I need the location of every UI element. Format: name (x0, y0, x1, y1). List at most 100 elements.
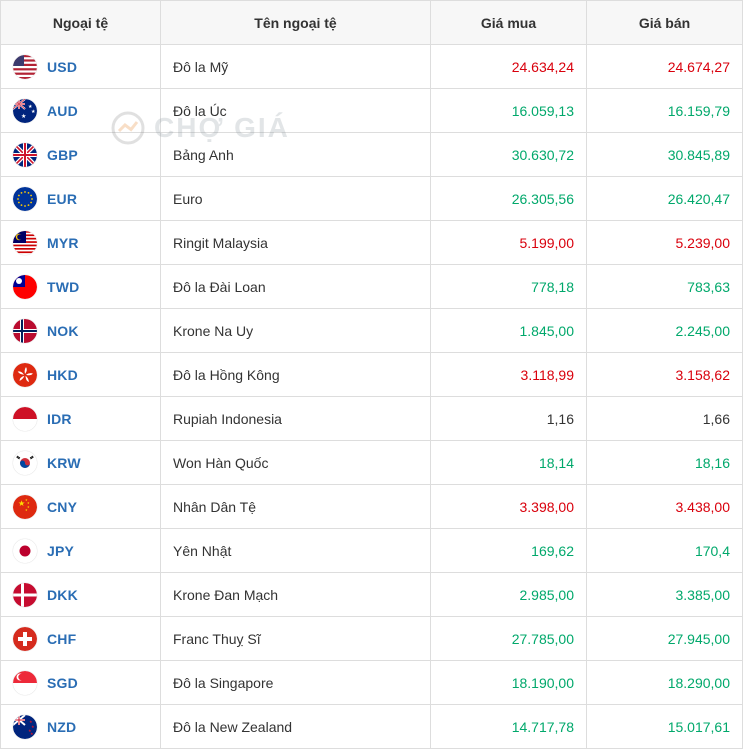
buy-price: 30.630,72 (431, 133, 587, 177)
table-row: KRWWon Hàn Quốc18,1418,16 (1, 441, 743, 485)
currency-code: AUD (47, 103, 78, 119)
currency-cell[interactable]: CHF (1, 617, 161, 661)
currency-cell[interactable]: USD (1, 45, 161, 89)
sell-price: 3.385,00 (587, 573, 743, 617)
table-header-row: Ngoại tệ Tên ngoại tệ Giá mua Giá bán (1, 1, 743, 45)
buy-price: 18.190,00 (431, 661, 587, 705)
currency-name: Nhân Dân Tệ (161, 485, 431, 529)
flag-tw-icon (13, 275, 37, 299)
table-row: EUR Euro26.305,5626.420,47 (1, 177, 743, 221)
table-row: IDR Rupiah Indonesia1,161,66 (1, 397, 743, 441)
buy-price: 26.305,56 (431, 177, 587, 221)
currency-name: Đô la Hồng Kông (161, 353, 431, 397)
header-buy: Giá mua (431, 1, 587, 45)
currency-cell[interactable]: GBP (1, 133, 161, 177)
currency-name: Đô la Đài Loan (161, 265, 431, 309)
sell-price: 18,16 (587, 441, 743, 485)
table-row: GBP Bảng Anh30.630,7230.845,89 (1, 133, 743, 177)
currency-code: CHF (47, 631, 76, 647)
currency-cell[interactable]: SGD (1, 661, 161, 705)
currency-cell[interactable]: HKD (1, 353, 161, 397)
table-row: HKDĐô la Hồng Kông3.118,993.158,62 (1, 353, 743, 397)
buy-price: 27.785,00 (431, 617, 587, 661)
sell-price: 3.438,00 (587, 485, 743, 529)
sell-price: 18.290,00 (587, 661, 743, 705)
buy-price: 169,62 (431, 529, 587, 573)
currency-code: CNY (47, 499, 77, 515)
table-row: CHF Franc Thuỵ Sĩ27.785,0027.945,00 (1, 617, 743, 661)
header-name: Tên ngoại tệ (161, 1, 431, 45)
currency-code: GBP (47, 147, 78, 163)
currency-code: EUR (47, 191, 77, 207)
currency-name: Rupiah Indonesia (161, 397, 431, 441)
currency-cell[interactable]: KRW (1, 441, 161, 485)
sell-price: 3.158,62 (587, 353, 743, 397)
buy-price: 18,14 (431, 441, 587, 485)
header-code: Ngoại tệ (1, 1, 161, 45)
flag-dk-icon (13, 583, 37, 607)
currency-code: JPY (47, 543, 74, 559)
sell-price: 16.159,79 (587, 89, 743, 133)
sell-price: 27.945,00 (587, 617, 743, 661)
buy-price: 1.845,00 (431, 309, 587, 353)
currency-name: Bảng Anh (161, 133, 431, 177)
svg-text:★: ★ (30, 731, 34, 736)
table-row: USDĐô la Mỹ24.634,2424.674,27 (1, 45, 743, 89)
buy-price: 24.634,24 (431, 45, 587, 89)
sell-price: 1,66 (587, 397, 743, 441)
currency-cell[interactable]: ★★★ AUD (1, 89, 161, 133)
currency-cell[interactable]: NOK (1, 309, 161, 353)
flag-au-icon: ★★★ (13, 99, 37, 123)
sell-price: 783,63 (587, 265, 743, 309)
currency-cell[interactable]: EUR (1, 177, 161, 221)
buy-price: 1,16 (431, 397, 587, 441)
exchange-rate-table: Ngoại tệ Tên ngoại tệ Giá mua Giá bán US… (0, 0, 743, 749)
currency-cell[interactable]: MYR (1, 221, 161, 265)
flag-no-icon (13, 319, 37, 343)
flag-ch-icon (13, 627, 37, 651)
currency-cell[interactable]: ★★★★NZD (1, 705, 161, 749)
flag-nz-icon: ★★★★ (13, 715, 37, 739)
table-row: ★★★★NZDĐô la New Zealand14.717,7815.017,… (1, 705, 743, 749)
currency-code: IDR (47, 411, 72, 427)
buy-price: 5.199,00 (431, 221, 587, 265)
table-row: MYR Ringit Malaysia5.199,005.239,00 (1, 221, 743, 265)
flag-sg-icon (13, 671, 37, 695)
currency-name: Đô la New Zealand (161, 705, 431, 749)
currency-name: Krone Đan Mạch (161, 573, 431, 617)
sell-price: 30.845,89 (587, 133, 743, 177)
currency-name: Won Hàn Quốc (161, 441, 431, 485)
buy-price: 14.717,78 (431, 705, 587, 749)
currency-code: MYR (47, 235, 79, 251)
flag-jp-icon (13, 539, 37, 563)
currency-name: Đô la Úc (161, 89, 431, 133)
currency-cell[interactable]: TWD (1, 265, 161, 309)
currency-code: USD (47, 59, 77, 75)
sell-price: 5.239,00 (587, 221, 743, 265)
flag-hk-icon (13, 363, 37, 387)
currency-name: Yên Nhật (161, 529, 431, 573)
currency-code: DKK (47, 587, 78, 603)
currency-cell[interactable]: DKK (1, 573, 161, 617)
table-row: JPY Yên Nhật169,62170,4 (1, 529, 743, 573)
currency-name: Euro (161, 177, 431, 221)
flag-cn-icon: ★★★★★ (13, 495, 37, 519)
currency-name: Krone Na Uy (161, 309, 431, 353)
currency-name: Ringit Malaysia (161, 221, 431, 265)
sell-price: 170,4 (587, 529, 743, 573)
currency-cell[interactable]: JPY (1, 529, 161, 573)
svg-text:★: ★ (31, 109, 36, 115)
currency-cell[interactable]: ★★★★★ CNY (1, 485, 161, 529)
sell-price: 26.420,47 (587, 177, 743, 221)
buy-price: 2.985,00 (431, 573, 587, 617)
currency-name: Franc Thuỵ Sĩ (161, 617, 431, 661)
flag-us-icon (13, 55, 37, 79)
currency-code: NOK (47, 323, 79, 339)
svg-text:★: ★ (25, 508, 28, 512)
currency-cell[interactable]: IDR (1, 397, 161, 441)
table-row: TWDĐô la Đài Loan778,18783,63 (1, 265, 743, 309)
currency-code: TWD (47, 279, 79, 295)
currency-code: SGD (47, 675, 78, 691)
currency-code: HKD (47, 367, 78, 383)
table-row: ★★★AUDĐô la Úc16.059,1316.159,79 (1, 89, 743, 133)
